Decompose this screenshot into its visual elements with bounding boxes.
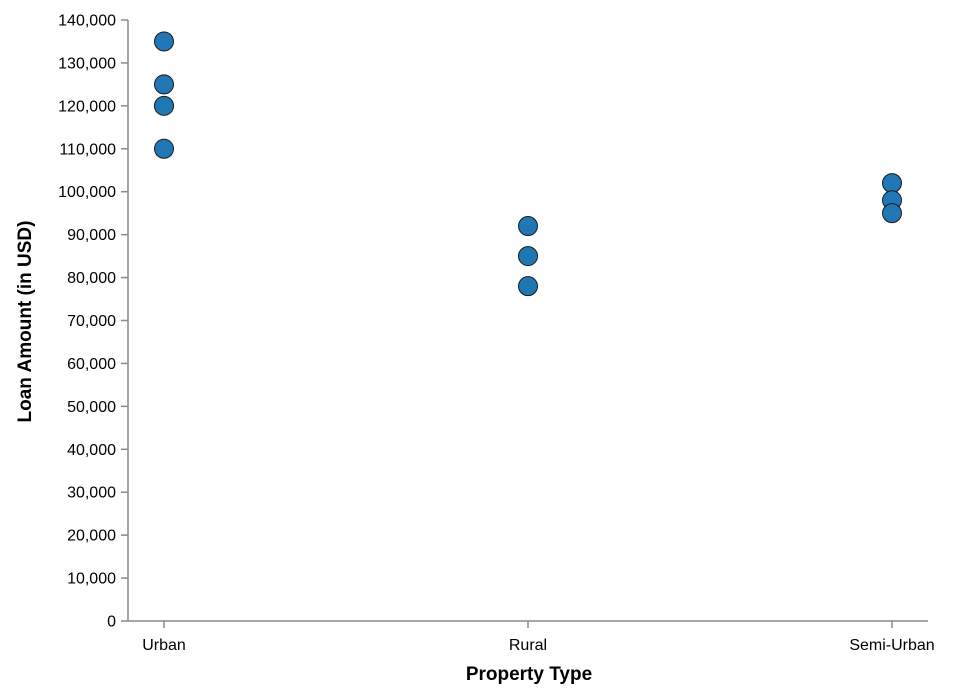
x-tick-label: Urban (142, 637, 186, 654)
y-tick-label: 110,000 (59, 141, 116, 158)
x-tick-label: Semi-Urban (849, 637, 934, 654)
x-tick-label: Rural (509, 637, 547, 654)
y-tick-label: 30,000 (67, 485, 116, 502)
y-tick-label: 140,000 (58, 13, 116, 30)
data-point (518, 276, 538, 297)
y-tick-label: 60,000 (67, 356, 116, 373)
y-axis-title: Loan Amount (in USD) (15, 221, 36, 423)
y-tick-label: 40,000 (67, 442, 116, 459)
y-tick-label: 50,000 (67, 399, 116, 416)
data-point (518, 246, 538, 267)
x-axis-title: Property Type (466, 664, 592, 685)
y-tick-label: 0 (107, 614, 116, 631)
y-tick-label: 20,000 (67, 528, 116, 545)
data-points (154, 31, 902, 297)
data-point (154, 95, 174, 116)
data-point (882, 203, 902, 224)
y-tick-label: 120,000 (58, 98, 116, 115)
y-tick-label: 130,000 (58, 55, 116, 72)
y-tick-label: 80,000 (67, 270, 116, 287)
data-point (154, 74, 174, 95)
data-point (518, 216, 538, 237)
y-tick-label: 10,000 (67, 571, 116, 588)
y-axis: 0 10,000 20,000 30,000 40,000 50,000 60,000 70,… (58, 13, 129, 631)
x-axis: Urban Rural Semi-Urban (128, 620, 935, 654)
data-point (882, 173, 902, 194)
y-tick-label: 90,000 (67, 227, 116, 244)
data-point (154, 138, 174, 159)
data-point (154, 31, 174, 52)
y-tick-label: 70,000 (67, 313, 116, 330)
y-tick-label: 100,000 (58, 184, 116, 201)
